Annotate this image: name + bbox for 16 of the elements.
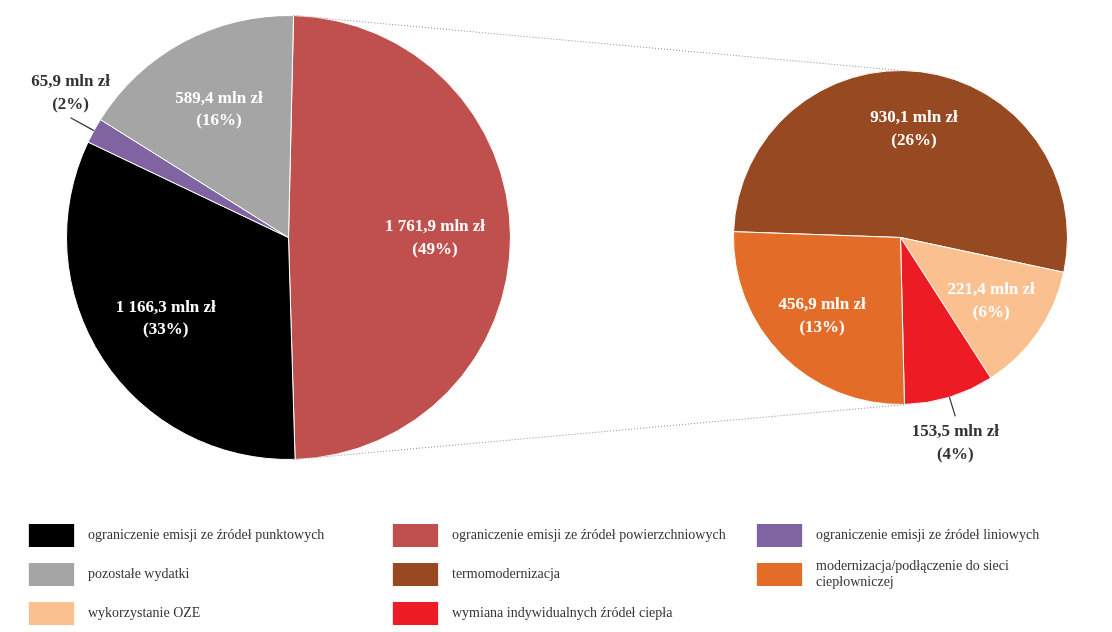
data-label: 153,5 mln zł (4%) bbox=[911, 421, 1000, 464]
data-label: 65,9 mln zł (2%) bbox=[31, 70, 111, 113]
data-label: 456,9 mln zł (13%) bbox=[778, 294, 867, 336]
data-label: 1 166,3 mln zł (33%) bbox=[115, 296, 217, 339]
data-label: 221,4 mln zł (6%) bbox=[947, 279, 1036, 322]
legend-label: wykorzystanie OZE bbox=[88, 605, 202, 621]
data-label: 1 761,9 mln zł (49%) bbox=[384, 216, 486, 258]
data-label: 930,1 mln zł (26%) bbox=[870, 107, 958, 150]
legend-label: ograniczenie emisji ze źródeł punktowych bbox=[88, 527, 326, 543]
legend-label: termomodernizacja bbox=[452, 566, 562, 582]
legend-label: wymiana indywidualnych źródeł ciepła bbox=[452, 605, 674, 621]
legend-label: ograniczenie emisji ze źródeł powierzchniowych bbox=[452, 527, 727, 543]
legend-label: ograniczenie emisji ze źródeł liniowych bbox=[816, 527, 1041, 543]
data-label: 589,4 mln zł (16%) bbox=[175, 87, 263, 130]
legend-label: modernizacja/podłączenie do sieci ciepłowniczej bbox=[816, 558, 1010, 590]
legend-label: pozostałe wydatki bbox=[88, 566, 191, 582]
